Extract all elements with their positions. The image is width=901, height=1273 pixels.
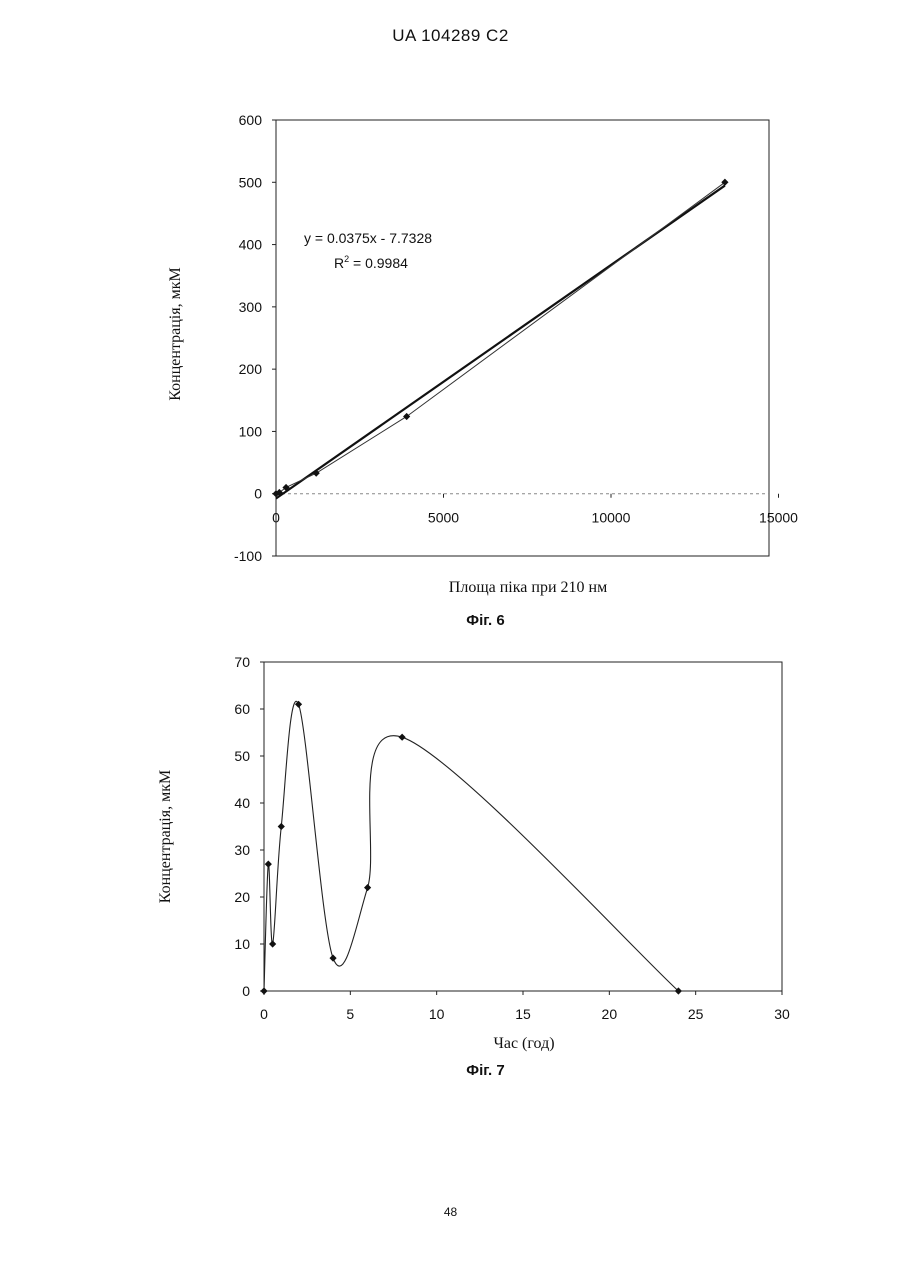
y-tick-label: 40 xyxy=(234,795,250,811)
x-tick-label: 15000 xyxy=(759,510,798,526)
y-axis-label: Концентрація, мкМ xyxy=(167,267,184,400)
r-squared-value: = 0.9984 xyxy=(349,255,408,271)
concentration-time-chart: 0 10 20 30 40 50 60 70 0 5 10 15 20 25 30 Час (год) Конц… xyxy=(0,645,901,1055)
y-tick-label: 100 xyxy=(239,423,263,439)
x-tick-label: 15 xyxy=(515,1006,531,1022)
document-header: UA 104289 C2 xyxy=(0,26,901,46)
r-squared-label: R2 = 0.9984 xyxy=(334,254,408,271)
y-tick-label: 400 xyxy=(239,237,263,253)
calibration-chart: -100 0 100 200 300 400 500 600 0 5000 10000 15000 y … xyxy=(0,100,901,610)
x-tick-label: 30 xyxy=(774,1006,790,1022)
y-tick-label: 500 xyxy=(239,174,263,190)
y-tick-label: 50 xyxy=(234,748,250,764)
data-point xyxy=(313,470,320,477)
data-point xyxy=(329,955,336,962)
x-tick-label: 25 xyxy=(688,1006,704,1022)
y-tick-label: 0 xyxy=(254,486,262,502)
data-point xyxy=(260,987,267,994)
x-tick-label: 0 xyxy=(272,510,280,526)
data-line xyxy=(264,701,678,991)
x-tick-label: 5 xyxy=(346,1006,354,1022)
plot-frame xyxy=(264,662,782,991)
data-line xyxy=(276,182,725,493)
x-tick-label: 0 xyxy=(260,1006,268,1022)
y-tick-label: 30 xyxy=(234,842,250,858)
y-tick-label: 200 xyxy=(239,361,263,377)
y-tick-label: 300 xyxy=(239,299,263,315)
y-tick-label: 20 xyxy=(234,889,250,905)
data-point xyxy=(399,734,406,741)
y-tick-label: 70 xyxy=(234,654,250,670)
trendline-equation: y = 0.0375x - 7.7328 xyxy=(304,230,432,246)
concentration-time-plot-area: 0 10 20 30 40 50 60 70 0 5 10 15 20 25 30 Час (год) Конц… xyxy=(157,654,790,1052)
page-number: 48 xyxy=(0,1205,901,1219)
x-tick-label: 10000 xyxy=(592,510,631,526)
x-axis-label: Час (год) xyxy=(493,1035,554,1052)
r-squared-symbol: R xyxy=(334,255,344,271)
data-point xyxy=(278,823,285,830)
y-tick-label: 60 xyxy=(234,701,250,717)
y-tick-label: 10 xyxy=(234,936,250,952)
x-tick-label: 5000 xyxy=(428,510,459,526)
figure-7-caption: Фіг. 7 xyxy=(35,1062,901,1079)
x-axis-label: Площа піка при 210 нм xyxy=(449,579,607,596)
y-tick-label: 0 xyxy=(242,983,250,999)
x-tick-label: 10 xyxy=(429,1006,445,1022)
y-tick-label: -100 xyxy=(234,548,262,564)
calibration-plot-area: -100 0 100 200 300 400 500 600 0 5000 10000 15000 y … xyxy=(167,112,798,596)
y-axis-label: Концентрація, мкМ xyxy=(157,770,174,903)
data-point xyxy=(721,179,728,186)
figure-6-caption: Фіг. 6 xyxy=(35,612,901,629)
data-point xyxy=(364,884,371,891)
data-point xyxy=(403,413,410,420)
y-tick-label: 600 xyxy=(239,112,263,128)
data-point xyxy=(269,940,276,947)
data-point xyxy=(265,861,272,868)
plot-frame xyxy=(276,120,769,556)
x-tick-label: 20 xyxy=(602,1006,618,1022)
